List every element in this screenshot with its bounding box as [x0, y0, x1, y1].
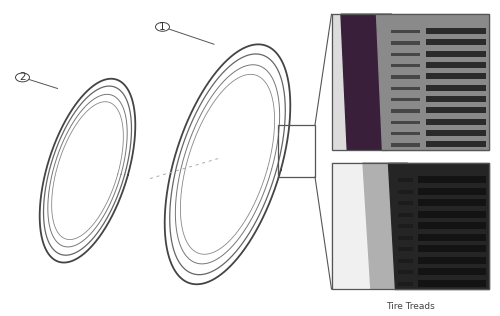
Bar — [392, 75, 419, 79]
Bar — [332, 14, 489, 150]
Bar — [332, 163, 489, 289]
Bar — [418, 211, 486, 218]
Bar — [398, 282, 413, 286]
Bar — [332, 14, 489, 150]
Polygon shape — [376, 14, 489, 150]
Bar — [426, 96, 486, 102]
Bar — [426, 40, 486, 46]
Text: 1: 1 — [159, 22, 166, 32]
Bar — [398, 201, 413, 205]
Bar — [332, 163, 489, 289]
Bar — [392, 64, 419, 67]
Bar — [426, 141, 486, 147]
Bar — [398, 270, 413, 274]
Bar — [418, 245, 486, 252]
Bar — [426, 118, 486, 125]
Bar — [418, 268, 486, 275]
Bar — [418, 222, 486, 229]
Bar — [426, 107, 486, 113]
Bar — [398, 213, 413, 217]
Circle shape — [16, 73, 30, 82]
Bar — [418, 280, 486, 287]
Bar — [418, 176, 486, 183]
Bar — [426, 130, 486, 136]
Bar — [426, 73, 486, 79]
Bar — [398, 236, 413, 240]
Bar — [426, 28, 486, 34]
Bar — [398, 190, 413, 194]
Polygon shape — [363, 163, 414, 289]
Bar — [398, 224, 413, 228]
Polygon shape — [388, 163, 489, 289]
Text: Tire Treads: Tire Treads — [386, 302, 434, 311]
Bar — [392, 41, 419, 45]
Bar — [278, 125, 315, 177]
Bar — [418, 188, 486, 195]
Bar — [392, 53, 419, 56]
Bar — [426, 85, 486, 91]
Bar — [392, 87, 419, 90]
Bar — [392, 30, 419, 33]
Circle shape — [156, 22, 170, 31]
Polygon shape — [341, 14, 398, 150]
Bar — [426, 51, 486, 57]
Bar — [418, 199, 486, 206]
Bar — [418, 234, 486, 241]
Bar — [398, 259, 413, 263]
Bar — [392, 109, 419, 113]
Bar — [398, 179, 413, 182]
Bar — [392, 98, 419, 101]
Bar — [426, 62, 486, 68]
Text: 2: 2 — [19, 72, 26, 82]
Bar — [392, 143, 419, 147]
Polygon shape — [332, 163, 394, 289]
Bar — [398, 247, 413, 251]
Bar — [392, 121, 419, 124]
Bar — [392, 132, 419, 135]
Polygon shape — [332, 14, 386, 150]
Bar — [418, 257, 486, 264]
